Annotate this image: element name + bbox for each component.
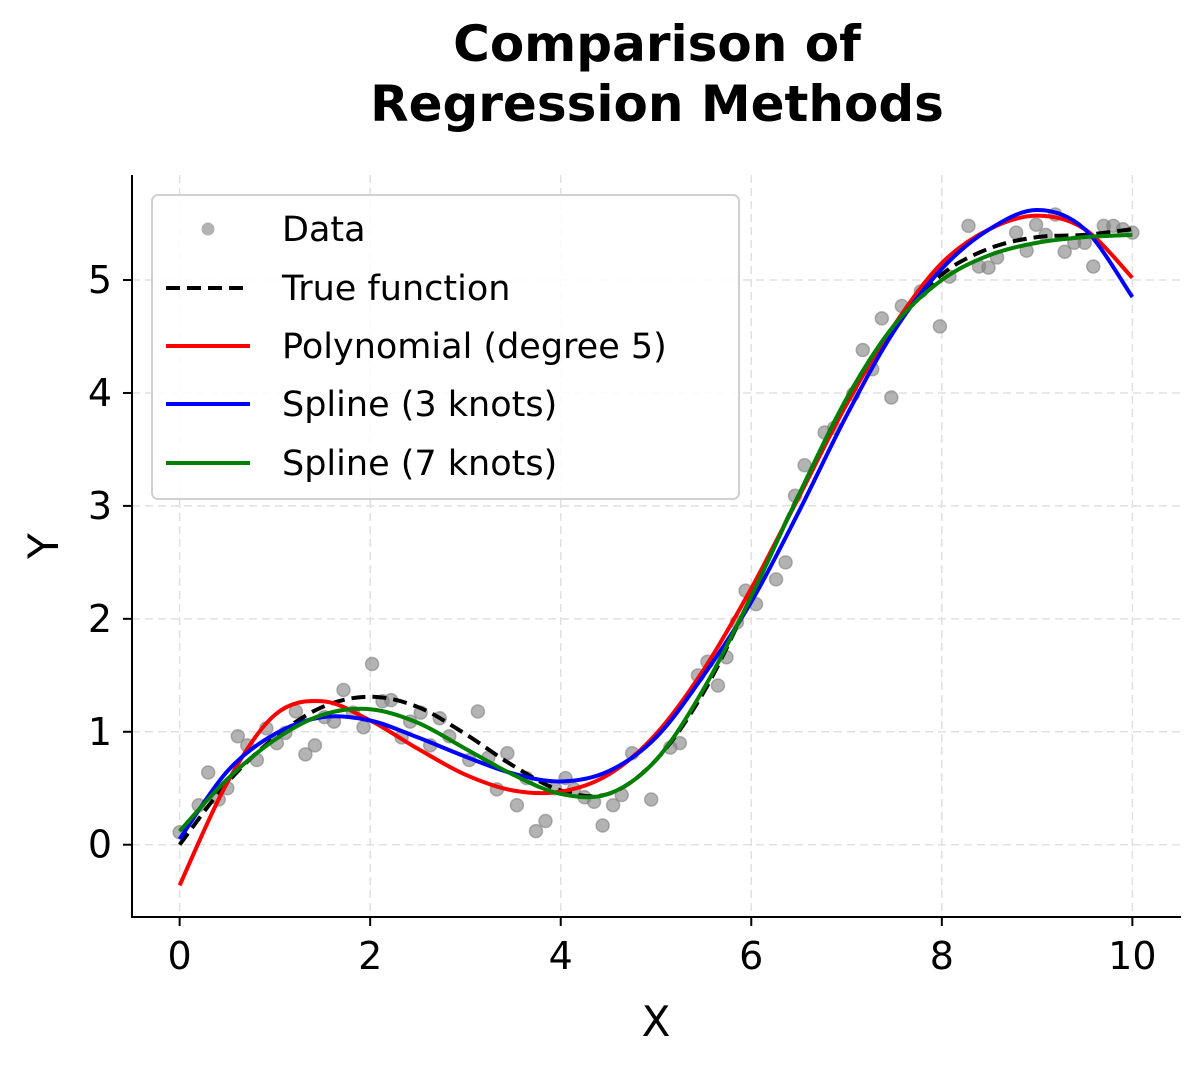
data-point xyxy=(874,311,890,326)
y-tick-label: 1 xyxy=(88,710,112,754)
y-tick-label: 2 xyxy=(88,597,112,641)
x-tick-label: 10 xyxy=(1108,934,1156,978)
data-point xyxy=(200,765,216,780)
data-point xyxy=(538,813,553,829)
x-tick-label: 8 xyxy=(930,934,954,978)
legend-box xyxy=(151,194,740,500)
plot-area xyxy=(172,207,1140,887)
data-point xyxy=(336,682,351,698)
data-point xyxy=(710,678,726,693)
data-point xyxy=(768,572,784,587)
legend-marker-data xyxy=(201,222,215,236)
legend-label: Polynomial (degree 5) xyxy=(282,327,667,367)
legend: Data True function Polynomial (degree 5) Sp… xyxy=(151,194,740,500)
y-axis-label: Y xyxy=(19,533,68,560)
data-point xyxy=(298,747,313,762)
data-point xyxy=(470,704,486,719)
x-tick-label: 2 xyxy=(358,934,382,978)
x-tick-label: 0 xyxy=(168,934,192,978)
data-point xyxy=(981,260,996,275)
chart-title-line-1: Comparison of xyxy=(453,15,861,73)
chart-title: Comparison of Regression Methods xyxy=(0,14,1200,134)
data-point xyxy=(509,797,525,813)
data-point xyxy=(595,818,610,833)
data-point xyxy=(643,792,659,807)
data-point xyxy=(500,745,515,761)
legend-label-data: Data xyxy=(282,210,366,250)
data-point xyxy=(605,797,621,813)
y-tick-label: 3 xyxy=(88,484,112,528)
series-line-polynomial-degree-5 xyxy=(177,213,1134,887)
legend-label: Spline (3 knots) xyxy=(282,385,557,425)
x-tick-label: 6 xyxy=(739,934,763,978)
legend-label: Spline (7 knots) xyxy=(282,444,557,484)
data-point xyxy=(364,656,380,672)
data-point xyxy=(932,319,948,334)
data-point xyxy=(1086,259,1101,274)
data-point xyxy=(230,729,246,744)
data-point xyxy=(961,218,976,234)
data-point xyxy=(672,735,688,751)
data-point xyxy=(1008,225,1024,240)
data-point xyxy=(528,823,544,839)
data-point xyxy=(1028,217,1044,232)
ticks: 0 2 4 6 8 10 0 1 2 3 4 5 xyxy=(88,258,1157,978)
legend-label: True function xyxy=(281,269,510,309)
data-point xyxy=(884,390,899,405)
data-point xyxy=(356,720,371,735)
series-line-spline-7-knots xyxy=(178,232,1133,833)
y-tick-label: 4 xyxy=(88,371,112,415)
series-line-spline-3-knots xyxy=(177,208,1135,841)
x-axis-label: X xyxy=(642,997,671,1046)
data-point xyxy=(855,342,870,358)
data-point xyxy=(307,738,323,753)
x-tick-label: 4 xyxy=(549,934,573,978)
data-point xyxy=(1057,244,1072,260)
data-point xyxy=(778,555,793,570)
y-tick-label: 5 xyxy=(88,258,112,302)
chart-title-line-2: Regression Methods xyxy=(370,75,944,133)
y-tick-label: 0 xyxy=(88,823,112,867)
